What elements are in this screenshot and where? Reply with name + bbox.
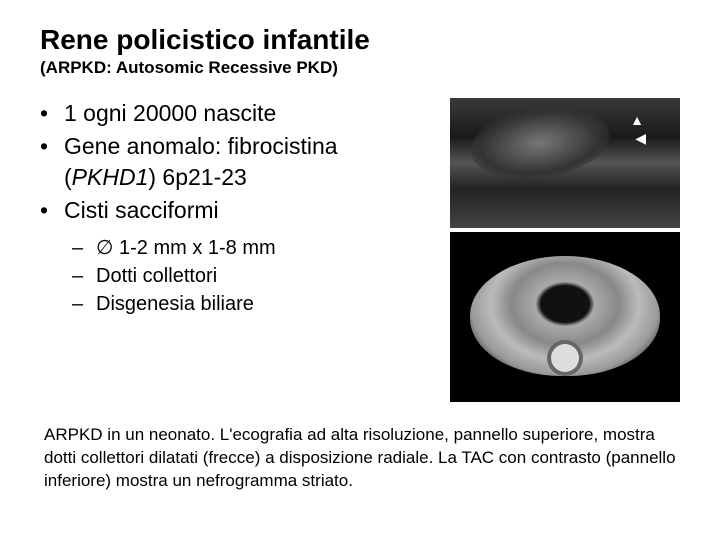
bullet-item: Gene anomalo: fibrocistina (PKHD1) 6p21-… xyxy=(40,131,430,193)
caption-text: ARPKD in un neonato. L'ecografia ad alta… xyxy=(40,424,680,493)
slide-subtitle: (ARPKD: Autosomic Recessive PKD) xyxy=(40,58,680,78)
ct-scan-image xyxy=(450,232,680,402)
gene-name: PKHD1 xyxy=(72,164,149,190)
sub-bullet-list: ∅ 1-2 mm x 1-8 mm Dotti collettori Disge… xyxy=(40,234,430,318)
bullet-list: 1 ogni 20000 nascite Gene anomalo: fibro… xyxy=(40,98,430,226)
slide-title: Rene policistico infantile xyxy=(40,24,680,56)
diameter-symbol: ∅ xyxy=(96,237,113,259)
bullet-item: 1 ogni 20000 nascite xyxy=(40,98,430,129)
bullet-item: Cisti sacciformi xyxy=(40,195,430,226)
bullet-text: ) 6p21-23 xyxy=(148,164,246,190)
sub-bullet-item: Dotti collettori xyxy=(40,262,430,290)
sub-bullet-text: 1-2 mm x 1-8 mm xyxy=(113,237,275,259)
text-column: 1 ogni 20000 nascite Gene anomalo: fibro… xyxy=(40,98,430,402)
ultrasound-image: ▲ ◀ xyxy=(450,98,680,228)
arrow-icon: ◀ xyxy=(635,130,646,147)
content-row: 1 ogni 20000 nascite Gene anomalo: fibro… xyxy=(40,98,680,402)
image-column: ▲ ◀ xyxy=(450,98,680,402)
sub-bullet-item: ∅ 1-2 mm x 1-8 mm xyxy=(40,234,430,262)
arrow-icon: ▲ xyxy=(630,112,644,128)
sub-bullet-item: Disgenesia biliare xyxy=(40,290,430,318)
